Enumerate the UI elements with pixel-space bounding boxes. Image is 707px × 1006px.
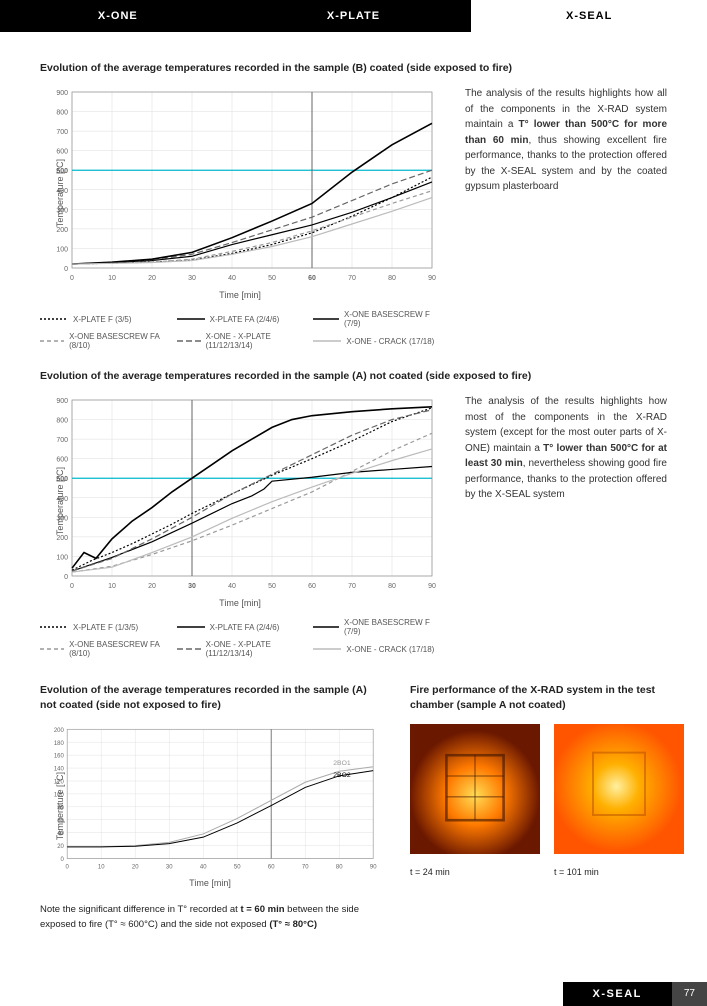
fire-caption-2: t = 101 min — [554, 867, 684, 877]
svg-text:160: 160 — [54, 754, 65, 760]
chart3-note: Note the significant difference in T° re… — [40, 903, 380, 932]
svg-text:70: 70 — [302, 865, 309, 871]
chart2-title: Evolution of the average temperatures re… — [40, 370, 667, 382]
svg-text:100: 100 — [56, 554, 68, 561]
svg-text:2BO2: 2BO2 — [333, 772, 351, 779]
footer-page-number: 77 — [672, 982, 707, 1006]
svg-text:60: 60 — [308, 275, 316, 282]
chart3: Temperature [°C] 02040608010012014016018… — [40, 724, 380, 888]
chart1-title: Evolution of the average temperatures re… — [40, 62, 667, 74]
svg-text:800: 800 — [56, 418, 68, 425]
svg-text:50: 50 — [234, 865, 241, 871]
svg-text:0: 0 — [66, 865, 70, 871]
chart3-title: Evolution of the average temperatures re… — [40, 683, 380, 712]
chart3-ylabel: Temperature [°C] — [55, 772, 65, 840]
fire-caption-1: t = 24 min — [410, 867, 540, 877]
tab-xseal[interactable]: X-SEAL — [471, 0, 707, 32]
svg-text:700: 700 — [56, 437, 68, 444]
svg-text:20: 20 — [148, 583, 156, 590]
chart2-analysis: The analysis of the results highlights h… — [465, 394, 667, 658]
svg-text:2BO1: 2BO1 — [333, 760, 351, 767]
svg-text:40: 40 — [200, 865, 207, 871]
svg-text:70: 70 — [348, 275, 356, 282]
chart1-legend: X-PLATE F (3/5)X-PLATE FA (2/4/6)X-ONE B… — [40, 310, 440, 350]
svg-text:80: 80 — [336, 865, 343, 871]
fire-image-24min — [410, 724, 540, 854]
svg-text:30: 30 — [188, 583, 196, 590]
svg-text:50: 50 — [268, 583, 276, 590]
svg-text:20: 20 — [57, 845, 64, 851]
svg-text:80: 80 — [388, 583, 396, 590]
svg-text:0: 0 — [64, 574, 68, 581]
chart1: Temperature [°C] 01002003004005006007008… — [40, 86, 440, 300]
svg-text:100: 100 — [56, 246, 68, 253]
svg-text:40: 40 — [228, 275, 236, 282]
page-footer: X-SEAL 77 — [0, 982, 707, 1006]
svg-text:20: 20 — [148, 275, 156, 282]
svg-text:0: 0 — [64, 266, 68, 273]
fire-image-101min — [554, 724, 684, 854]
svg-text:700: 700 — [56, 129, 68, 136]
chart2-legend: X-PLATE F (1/3/5)X-PLATE FA (2/4/6)X-ONE… — [40, 618, 440, 658]
svg-text:60: 60 — [308, 583, 316, 590]
svg-text:10: 10 — [108, 583, 116, 590]
chart1-analysis: The analysis of the results highlights h… — [465, 86, 667, 350]
svg-text:800: 800 — [56, 110, 68, 117]
svg-text:0: 0 — [60, 857, 64, 863]
svg-text:10: 10 — [108, 275, 116, 282]
chart1-ylabel: Temperature [°C] — [55, 159, 65, 227]
svg-text:0: 0 — [70, 275, 74, 282]
tab-xone[interactable]: X-ONE — [0, 0, 236, 32]
svg-text:10: 10 — [98, 865, 105, 871]
svg-text:200: 200 — [56, 535, 68, 542]
svg-text:200: 200 — [54, 728, 65, 734]
svg-text:90: 90 — [428, 275, 436, 282]
svg-text:80: 80 — [388, 275, 396, 282]
svg-text:30: 30 — [188, 275, 196, 282]
chart1-xlabel: Time [min] — [40, 290, 440, 300]
svg-text:90: 90 — [370, 865, 377, 871]
svg-text:70: 70 — [348, 583, 356, 590]
svg-text:900: 900 — [56, 90, 68, 97]
svg-text:600: 600 — [56, 457, 68, 464]
svg-text:30: 30 — [166, 865, 173, 871]
fire-title: Fire performance of the X-RAD system in … — [410, 683, 684, 712]
tab-xplate[interactable]: X-PLATE — [236, 0, 472, 32]
svg-text:200: 200 — [56, 227, 68, 234]
svg-text:600: 600 — [56, 149, 68, 156]
svg-text:0: 0 — [70, 583, 74, 590]
svg-text:50: 50 — [268, 275, 276, 282]
header-tabs: X-ONE X-PLATE X-SEAL — [0, 0, 707, 32]
chart2-ylabel: Temperature [°C] — [55, 467, 65, 535]
svg-text:40: 40 — [228, 583, 236, 590]
chart3-xlabel: Time [min] — [40, 878, 380, 888]
chart2-xlabel: Time [min] — [40, 598, 440, 608]
svg-text:180: 180 — [54, 741, 65, 747]
chart2: Temperature [°C] 01002003004005006007008… — [40, 394, 440, 608]
footer-section: X-SEAL — [563, 982, 672, 1006]
svg-text:60: 60 — [268, 865, 275, 871]
svg-text:90: 90 — [428, 583, 436, 590]
svg-text:20: 20 — [132, 865, 139, 871]
svg-text:900: 900 — [56, 398, 68, 405]
